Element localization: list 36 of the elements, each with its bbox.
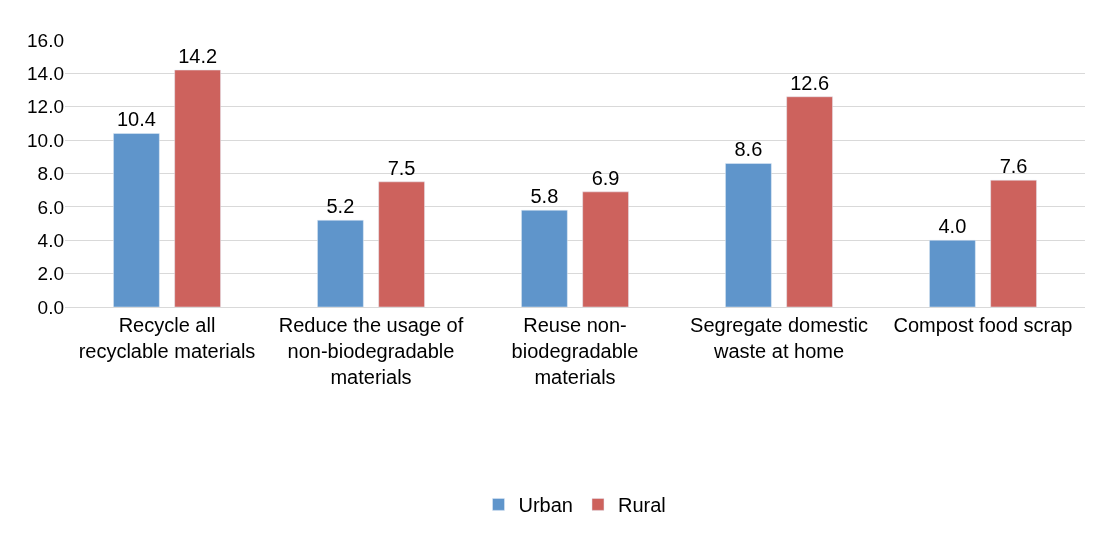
y-tick-label: 10.0: [27, 129, 64, 151]
legend-label: Urban: [518, 494, 573, 517]
x-tick-label: Segregate domestic waste at home: [690, 314, 868, 362]
x-tick-label: Recycle all recyclable materials: [78, 314, 256, 362]
data-label: 5.8: [530, 185, 559, 208]
data-label: 5.2: [326, 195, 355, 218]
bar: [990, 179, 1037, 307]
bar: [929, 240, 976, 307]
x-tick-label: Reduce the usage of non-biodegradable materials: [278, 314, 464, 388]
y-tick-label: 0.0: [37, 296, 64, 318]
data-label: 7.5: [387, 156, 416, 179]
data-label: 7.6: [999, 155, 1028, 178]
bar: [317, 219, 364, 307]
data-label: 6.9: [591, 166, 620, 189]
data-label: 4.0: [938, 215, 967, 238]
y-tick-label: 4.0: [37, 229, 64, 251]
x-tick-label: Reuse non-biodegradable materials: [511, 314, 639, 388]
bar: [113, 133, 160, 307]
bar: [378, 181, 425, 307]
x-tick-label: Compost food scrap: [893, 314, 1073, 336]
legend-label: Rural: [617, 494, 666, 517]
bar: [521, 209, 568, 307]
y-tick-label: 8.0: [37, 163, 64, 185]
y-tick-label: 12.0: [27, 96, 64, 118]
data-label: 12.6: [790, 71, 830, 94]
data-label: 10.4: [116, 108, 156, 131]
data-label: 14.2: [178, 45, 218, 68]
y-tick-label: 16.0: [27, 29, 64, 51]
bar: [786, 96, 833, 307]
y-tick-label: 14.0: [27, 63, 64, 85]
bar: [582, 191, 629, 307]
y-tick-label: 6.0: [37, 196, 64, 218]
y-tick-label: 2.0: [37, 263, 64, 285]
bar: [725, 163, 772, 307]
bar: [174, 69, 221, 307]
data-label: 8.6: [734, 138, 763, 161]
